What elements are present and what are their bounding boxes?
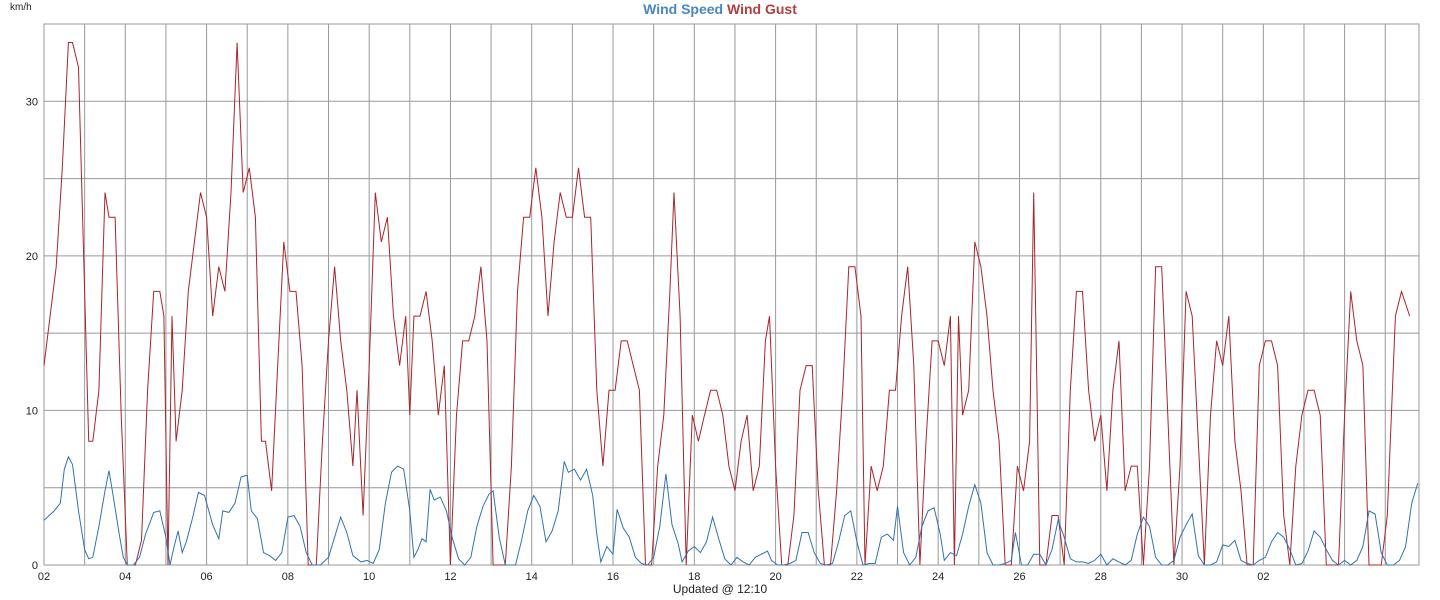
plot-frame	[43, 23, 1420, 566]
x-tick-label: 20	[769, 571, 781, 583]
x-axis-labels: 02 04 06 08 10 12 14 16 18 20 22 24 26 28 30 02	[38, 571, 1270, 583]
y-axis-unit: km/h	[10, 2, 32, 13]
x-tick-label: 18	[688, 571, 700, 583]
x-tick-label: 02	[1257, 571, 1269, 583]
legend-wind-speed: Wind Speed	[643, 1, 724, 17]
chart-title: Wind Speed Wind Gust	[0, 0, 1440, 18]
x-tick-label: 16	[607, 571, 619, 583]
x-tick-label: 08	[282, 571, 294, 583]
x-tick-label: 22	[851, 571, 863, 583]
y-tick-label: 20	[26, 251, 38, 263]
wind-gust-line	[43, 42, 1411, 566]
x-tick-label: 24	[932, 571, 944, 583]
x-tick-label: 26	[1013, 571, 1025, 583]
x-tick-label: 06	[200, 571, 212, 583]
wind-speed-line	[43, 455, 1419, 567]
y-tick-label: 10	[26, 405, 38, 417]
legend-wind-gust: Wind Gust	[727, 1, 797, 17]
x-tick-label: 14	[526, 571, 538, 583]
updated-label: Updated @ 12:10	[672, 582, 768, 596]
x-tick-label: 28	[1095, 571, 1107, 583]
x-tick-label: 10	[363, 571, 375, 583]
x-tick-label: 02	[38, 571, 50, 583]
x-tick-label: 12	[444, 571, 456, 583]
y-axis-labels: 0 10 20 30	[26, 96, 38, 572]
x-tick-label: 04	[119, 571, 131, 583]
series-lines	[43, 42, 1419, 567]
chart-grid	[43, 23, 1420, 566]
y-tick-label: 30	[26, 96, 38, 108]
x-tick-label: 30	[1176, 571, 1188, 583]
y-tick-label: 0	[32, 560, 38, 572]
